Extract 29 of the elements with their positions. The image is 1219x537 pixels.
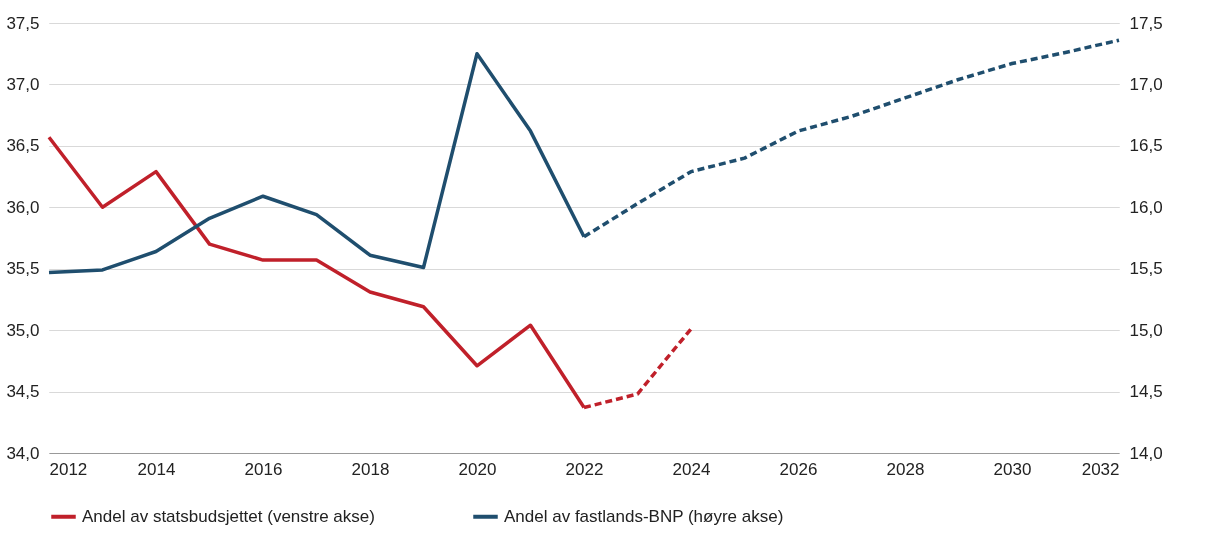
y2-tick-label: 14,5 [1129,382,1163,402]
x-tick-label: 2022 [565,459,604,479]
x-tick-label: 2012 [49,459,88,479]
y2-tick-label: 17,5 [1129,13,1163,33]
legend-label: Andel av statsbudsjettet (venstre akse) [82,506,375,526]
x-tick-label: 2018 [351,459,390,479]
x-tick-label: 2024 [672,459,711,479]
y-tick-label: 35,5 [6,259,40,279]
x-tick-label: 2028 [886,459,925,479]
y-tick-label: 34,5 [6,382,40,402]
y-tick-label: 35,0 [6,320,40,340]
y2-tick-label: 16,5 [1129,136,1163,156]
y2-tick-label: 14,0 [1129,443,1163,463]
x-tick-label: 2020 [458,459,497,479]
y-tick-label: 37,5 [6,13,40,33]
y-tick-label: 37,0 [6,74,40,94]
x-tick-label: 2032 [1081,459,1120,479]
x-tick-label: 2016 [244,459,283,479]
x-tick-label: 2030 [993,459,1032,479]
y2-tick-label: 15,5 [1129,259,1163,279]
x-tick-label: 2014 [137,459,176,479]
y2-tick-label: 17,0 [1129,74,1163,94]
y-tick-label: 36,5 [6,136,40,156]
x-tick-label: 2026 [779,459,818,479]
y-tick-label: 36,0 [6,197,40,217]
y-tick-label: 34,0 [6,443,40,463]
y2-tick-label: 15,0 [1129,320,1163,340]
y2-tick-label: 16,0 [1129,197,1163,217]
legend-label: Andel av fastlands-BNP (høyre akse) [504,506,784,526]
